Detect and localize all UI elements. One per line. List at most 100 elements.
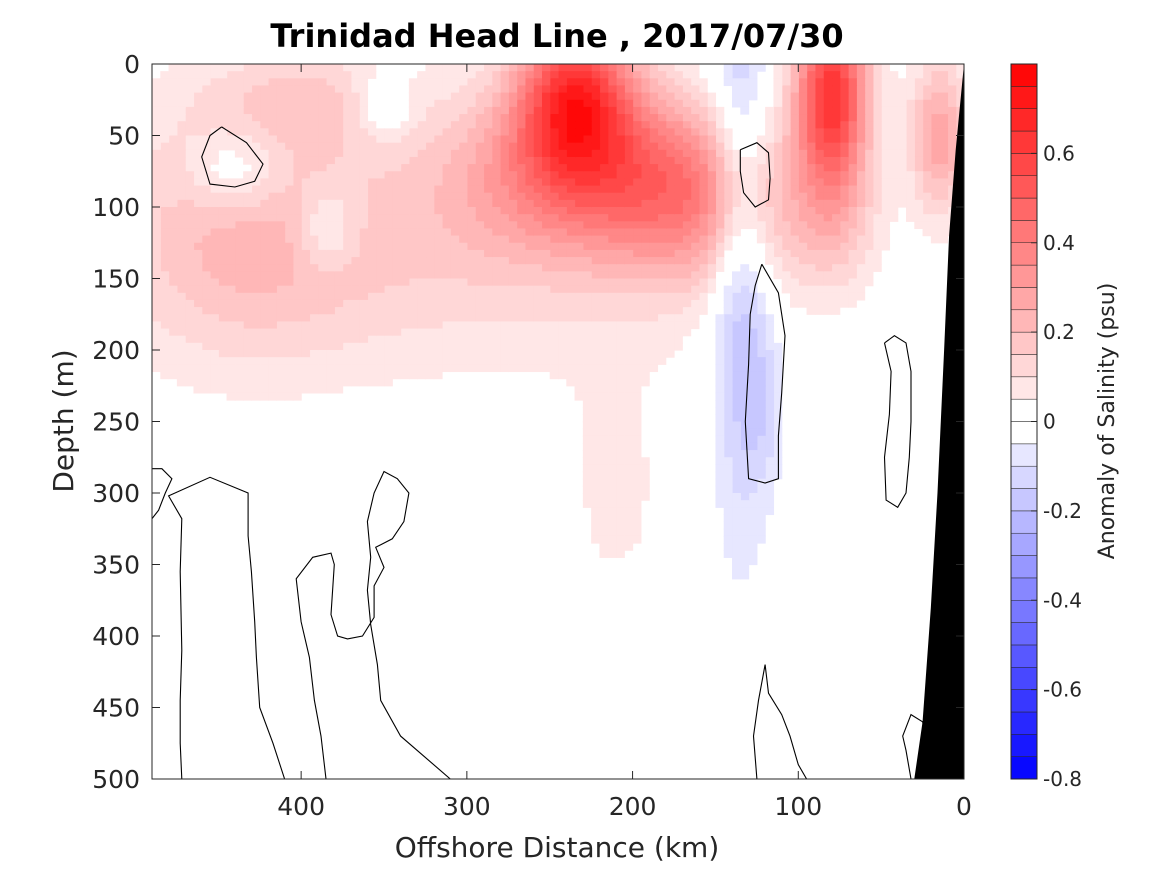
field-cell xyxy=(665,299,675,308)
field-cell xyxy=(276,78,286,87)
field-cell xyxy=(292,335,302,344)
field-cell xyxy=(732,557,741,566)
field-cell xyxy=(334,242,344,251)
field-cell xyxy=(152,178,161,187)
field-cell xyxy=(864,78,874,87)
field-cell xyxy=(632,192,642,201)
field-cell xyxy=(301,128,311,137)
field-cell xyxy=(359,357,369,365)
field-cell xyxy=(342,106,352,115)
field-cell xyxy=(284,78,294,87)
field-cell xyxy=(483,249,493,258)
field-cell xyxy=(781,99,791,108)
field-cell xyxy=(640,164,650,172)
field-cell xyxy=(632,507,642,516)
field-cell xyxy=(524,314,534,322)
field-cell xyxy=(930,121,940,129)
field-cell xyxy=(442,192,451,201)
field-cell xyxy=(268,207,277,215)
field-cell xyxy=(624,78,634,87)
field-cell xyxy=(790,271,799,280)
field-cell xyxy=(176,285,186,294)
field-cell xyxy=(276,242,286,251)
field-cell xyxy=(185,178,195,187)
field-cell xyxy=(392,299,402,308)
field-cell xyxy=(500,235,509,244)
field-cell xyxy=(516,142,526,151)
field-cell xyxy=(185,114,195,122)
field-cell xyxy=(599,478,609,487)
field-cell xyxy=(334,378,344,387)
field-cell xyxy=(814,192,824,201)
field-cell xyxy=(574,314,584,322)
field-cell xyxy=(475,242,485,251)
field-cell xyxy=(723,471,733,480)
field-cell xyxy=(326,156,335,165)
field-cell xyxy=(814,164,824,172)
x-tick-label: 100 xyxy=(774,792,822,821)
field-cell xyxy=(856,99,866,108)
field-cell xyxy=(616,435,625,444)
field-cell xyxy=(657,264,667,272)
field-cell xyxy=(599,114,609,122)
field-cell xyxy=(922,221,932,230)
field-cell xyxy=(334,328,344,337)
field-cell xyxy=(284,257,294,265)
field-cell xyxy=(682,92,692,101)
field-cell xyxy=(607,307,617,315)
field-cell xyxy=(259,385,269,394)
field-cell xyxy=(491,235,501,244)
field-cell xyxy=(243,64,253,72)
field-cell xyxy=(292,121,302,129)
field-cell xyxy=(334,307,344,315)
field-cell xyxy=(168,192,178,201)
field-cell xyxy=(350,99,360,108)
field-cell xyxy=(292,207,302,215)
field-cell xyxy=(433,371,443,380)
field-cell xyxy=(342,271,352,280)
field-cell xyxy=(674,64,683,72)
field-cell xyxy=(640,378,650,387)
field-cell xyxy=(168,164,178,172)
field-cell xyxy=(558,292,567,301)
field-cell xyxy=(400,235,410,244)
field-cell xyxy=(251,178,261,187)
field-cell xyxy=(193,328,203,337)
colorbar-level xyxy=(1010,354,1038,378)
field-cell xyxy=(690,135,700,144)
field-cell xyxy=(251,207,261,215)
field-cell xyxy=(674,285,683,294)
field-cell xyxy=(773,114,783,122)
field-cell xyxy=(665,271,675,280)
field-cell xyxy=(284,314,294,322)
field-cell xyxy=(607,314,617,322)
field-cell xyxy=(723,421,733,430)
field-cell xyxy=(806,142,816,151)
field-cell xyxy=(400,350,410,358)
field-cell xyxy=(243,221,253,230)
field-cell xyxy=(226,214,236,222)
field-cell xyxy=(201,164,211,172)
field-cell xyxy=(897,185,907,194)
field-cell xyxy=(566,106,576,115)
field-cell xyxy=(475,335,485,344)
field-cell xyxy=(508,221,518,230)
field-cell xyxy=(201,264,211,272)
field-cell xyxy=(466,99,476,108)
field-cell xyxy=(682,99,692,108)
field-cell xyxy=(475,149,485,158)
field-cell xyxy=(665,257,675,265)
field-cell xyxy=(707,249,717,258)
field-cell xyxy=(607,264,617,272)
field-cell xyxy=(624,135,634,144)
field-cell xyxy=(914,171,924,179)
field-cell xyxy=(259,378,269,387)
field-cell xyxy=(566,299,576,308)
field-cell xyxy=(881,121,891,129)
field-cell xyxy=(549,307,559,315)
field-cell xyxy=(234,364,244,373)
field-cell xyxy=(218,185,228,194)
field-cell xyxy=(334,292,344,301)
field-cell xyxy=(334,278,344,287)
field-cell xyxy=(864,85,874,94)
